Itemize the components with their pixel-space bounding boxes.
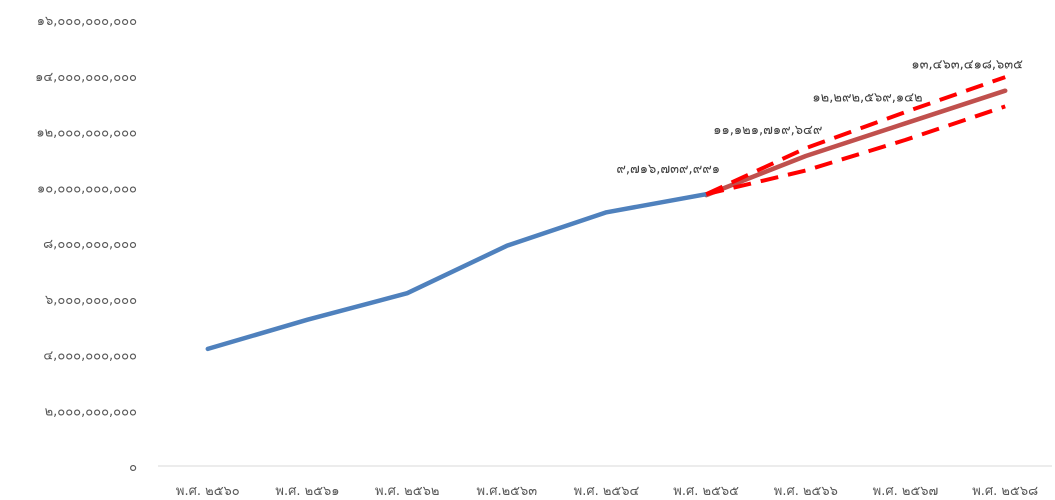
- x-tick-label: พ.ศ. ๒๕๖๘: [972, 484, 1038, 499]
- data-label: ๙,๗๑๖,๗๓๙,๙๙๑: [616, 162, 720, 177]
- y-tick-label: ๑๖,๐๐๐,๐๐๐,๐๐๐: [37, 14, 137, 29]
- series-line-forecast: [703, 88, 1008, 198]
- series-line-upper-bound: [705, 75, 1006, 197]
- data-label: ๑๑,๑๒๑,๗๑๙,๖๔๙: [713, 123, 822, 138]
- y-tick-label: ๔,๐๐๐,๐๐๐,๐๐๐: [43, 349, 137, 364]
- y-tick-label: ๒,๐๐๐,๐๐๐,๐๐๐: [45, 404, 137, 419]
- x-tick-label: พ.ศ. ๒๕๖๕: [673, 484, 739, 499]
- data-label: ๑๒,๒๙๒,๕๖๙,๑๔๒: [812, 90, 922, 105]
- data-label: ๑๓,๔๖๓,๔๑๘,๖๓๕: [911, 58, 1023, 73]
- y-tick-label: ๖,๐๐๐,๐๐๐,๐๐๐: [45, 293, 137, 308]
- y-tick-label: ๐: [129, 460, 137, 475]
- series-line-actual: [205, 191, 709, 352]
- y-tick-label: ๘,๐๐๐,๐๐๐,๐๐๐: [43, 237, 137, 252]
- y-tick-label: ๑๒,๐๐๐,๐๐๐,๐๐๐: [36, 126, 137, 141]
- x-tick-label: พ.ศ. ๒๕๖๒: [375, 484, 439, 499]
- series-line-lower-bound: [705, 104, 1006, 197]
- x-tick-label: พ.ศ. ๒๕๖๑: [275, 484, 339, 499]
- x-tick-label: พ.ศ. ๒๕๖๔: [574, 484, 640, 499]
- x-tick-label: พ.ศ. ๒๕๖๐: [176, 484, 240, 499]
- y-tick-label: ๑๐,๐๐๐,๐๐๐,๐๐๐: [37, 181, 137, 196]
- x-tick-label: พ.ศ.๒๕๖๓: [477, 484, 538, 499]
- x-tick-label: พ.ศ. ๒๕๖๖: [774, 484, 838, 499]
- y-tick-label: ๑๔,๐๐๐,๐๐๐,๐๐๐: [35, 70, 137, 85]
- x-tick-label: พ.ศ. ๒๕๖๗: [873, 484, 939, 499]
